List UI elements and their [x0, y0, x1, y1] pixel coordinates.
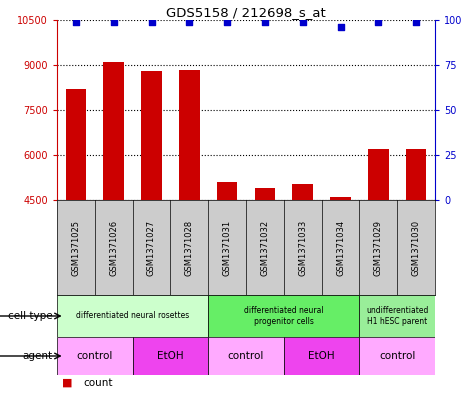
- Bar: [57, 337, 133, 375]
- Text: EtOH: EtOH: [157, 351, 184, 361]
- Title: GDS5158 / 212698_s_at: GDS5158 / 212698_s_at: [166, 6, 326, 19]
- Bar: [208, 337, 284, 375]
- Text: count: count: [83, 378, 113, 388]
- Bar: [103, 62, 124, 200]
- Bar: [368, 149, 389, 200]
- Text: GSM1371029: GSM1371029: [374, 220, 383, 275]
- Text: agent: agent: [22, 351, 52, 361]
- Text: GSM1371033: GSM1371033: [298, 219, 307, 275]
- Bar: [406, 149, 427, 200]
- Text: ■: ■: [62, 378, 72, 388]
- Point: [337, 24, 344, 30]
- Point: [223, 18, 231, 25]
- Point: [110, 18, 117, 25]
- Bar: [208, 296, 360, 336]
- Bar: [360, 296, 435, 336]
- Text: GSM1371031: GSM1371031: [223, 219, 232, 275]
- Bar: [179, 70, 199, 200]
- Text: undifferentiated
H1 hESC parent: undifferentiated H1 hESC parent: [366, 306, 428, 326]
- Text: GSM1371027: GSM1371027: [147, 219, 156, 275]
- Point: [186, 18, 193, 25]
- Text: control: control: [76, 351, 113, 361]
- Bar: [330, 197, 351, 200]
- Point: [299, 18, 306, 25]
- Bar: [284, 337, 360, 375]
- Text: differentiated neural rosettes: differentiated neural rosettes: [76, 312, 189, 321]
- Text: GSM1371030: GSM1371030: [412, 219, 420, 275]
- Text: control: control: [228, 351, 264, 361]
- Point: [72, 18, 80, 25]
- Bar: [57, 296, 208, 336]
- Bar: [133, 337, 208, 375]
- Text: GSM1371028: GSM1371028: [185, 219, 194, 275]
- Text: control: control: [379, 351, 415, 361]
- Point: [412, 18, 420, 25]
- Bar: [292, 184, 313, 200]
- Point: [148, 18, 155, 25]
- Bar: [217, 182, 238, 200]
- Bar: [255, 188, 276, 200]
- Text: EtOH: EtOH: [308, 351, 335, 361]
- Bar: [141, 71, 162, 200]
- Point: [261, 18, 269, 25]
- Text: GSM1371032: GSM1371032: [260, 219, 269, 275]
- Text: GSM1371025: GSM1371025: [71, 220, 80, 275]
- Bar: [360, 337, 435, 375]
- Text: GSM1371034: GSM1371034: [336, 219, 345, 275]
- Text: cell type: cell type: [8, 311, 52, 321]
- Bar: [66, 89, 86, 200]
- Text: GSM1371026: GSM1371026: [109, 219, 118, 275]
- Text: differentiated neural
progenitor cells: differentiated neural progenitor cells: [244, 306, 323, 326]
- Point: [374, 18, 382, 25]
